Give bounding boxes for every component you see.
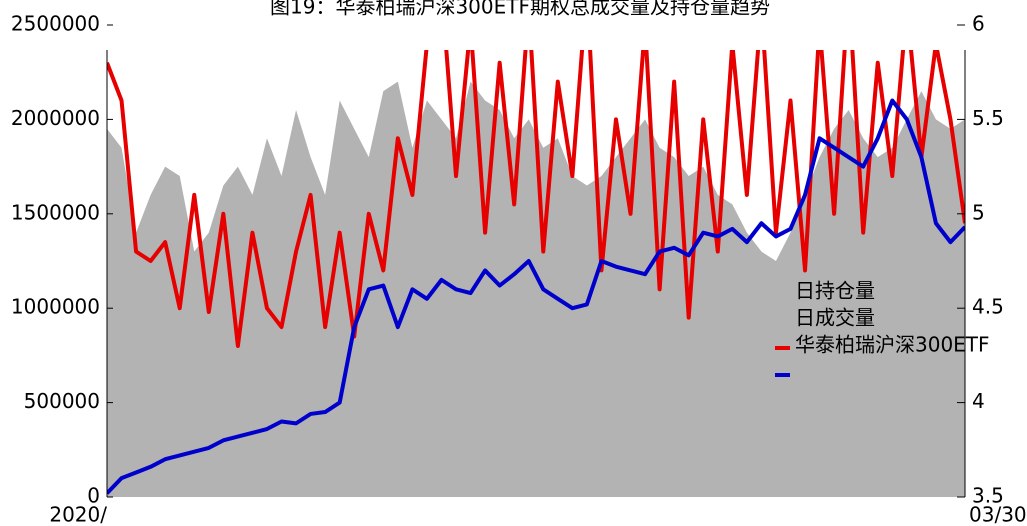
y-tick-label: 2000000 bbox=[11, 106, 100, 130]
legend-label: 日成交量 bbox=[795, 306, 875, 330]
y-tick-label: 500000 bbox=[24, 389, 100, 413]
y2-tick-label: 4 bbox=[972, 389, 985, 413]
y-tick-label: 2500000 bbox=[11, 12, 100, 36]
x-tick-label: 2020/ bbox=[49, 503, 107, 526]
legend-label: 日持仓量 bbox=[795, 279, 875, 303]
line bbox=[107, 98, 965, 495]
y2-tick-label: 5 bbox=[972, 200, 985, 224]
y2-tick-label: 3.5 bbox=[972, 484, 1004, 508]
y-tick-label: 0 bbox=[87, 484, 100, 508]
x-tick-label: 03/30 bbox=[969, 503, 1027, 526]
y-tick-label: 1000000 bbox=[11, 295, 100, 319]
plot-area bbox=[107, 50, 965, 497]
chart-title: 图19：华泰柏瑞沪深300ETF期权总成交量及持仓量趋势 bbox=[270, 0, 770, 19]
legend-label: 华泰柏瑞沪深300ETF bbox=[795, 333, 990, 357]
y2-tick-label: 6 bbox=[972, 12, 985, 36]
line bbox=[107, 50, 965, 348]
y-tick-label: 1500000 bbox=[11, 200, 100, 224]
y2-tick-label: 5.5 bbox=[972, 106, 1004, 130]
y2-tick-label: 4.5 bbox=[972, 295, 1004, 319]
area bbox=[107, 81, 965, 497]
